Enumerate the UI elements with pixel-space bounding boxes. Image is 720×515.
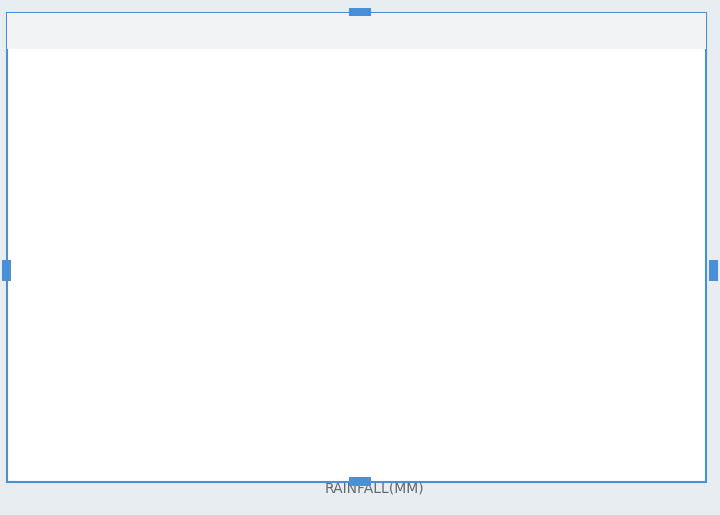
Bar [273, 287, 329, 298]
Bar [349, 477, 371, 486]
Bar [709, 260, 718, 281]
Bar [125, 238, 181, 276]
Bar [2, 260, 11, 281]
Bar [349, 8, 371, 16]
Bar [567, 298, 624, 318]
Bar [7, 13, 706, 49]
Text: New York, North Carolina, Chicago, Illinois  and Altlanta: New York, North Carolina, Chicago, Illin… [58, 22, 634, 42]
Bar [420, 307, 476, 313]
X-axis label: RAINFALL(MM): RAINFALL(MM) [325, 481, 424, 495]
